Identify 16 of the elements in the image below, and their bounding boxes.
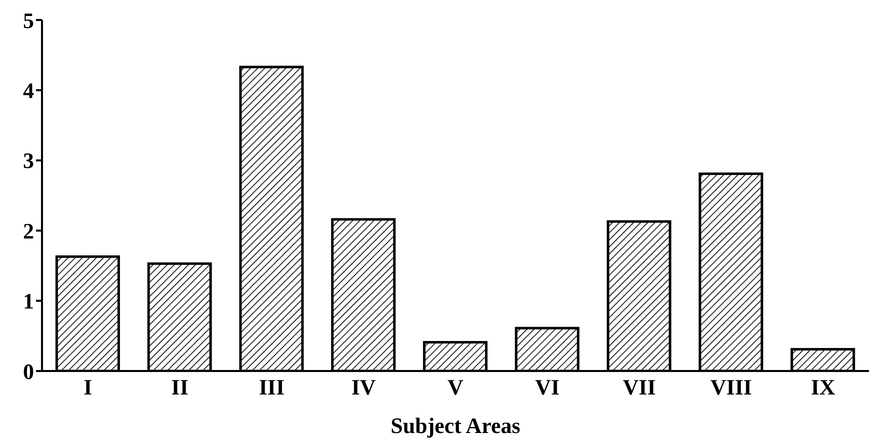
y-tick-label: 5	[23, 8, 34, 33]
x-tick-label: VIII	[710, 374, 752, 400]
x-axis-title: Subject Areas	[390, 413, 521, 438]
x-tick-label: V	[448, 374, 464, 400]
x-tick-label: II	[171, 374, 188, 400]
y-tick-label: 4	[23, 78, 34, 104]
x-tick-label: IV	[351, 374, 376, 400]
y-tick-label: 2	[23, 218, 34, 244]
x-tick-label: III	[258, 374, 285, 400]
y-tick-label: 3	[23, 148, 34, 174]
x-tick-label: VII	[622, 374, 656, 400]
y-tick-label: 1	[23, 288, 34, 314]
y-tick-label: 0	[23, 358, 34, 384]
x-tick-label: IX	[810, 374, 836, 400]
x-tick-label: VI	[535, 374, 560, 400]
x-tick-label: I	[84, 374, 92, 400]
